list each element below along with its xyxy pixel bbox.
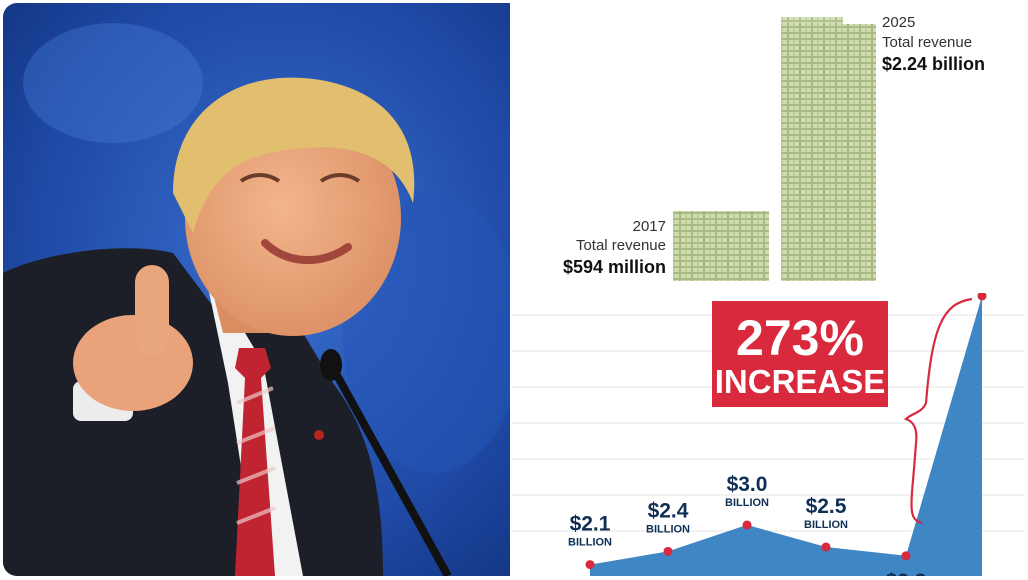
data-point-value: $3.0 <box>727 473 768 496</box>
label-2017-value: $594 million <box>563 257 666 277</box>
data-point-value: $2.1 <box>570 513 611 536</box>
callout-percent: 273% <box>736 310 864 366</box>
label-2025-year: 2025 <box>882 14 915 31</box>
data-point-unit: BILLION <box>568 537 612 549</box>
thumbs-up-hand <box>73 315 193 411</box>
label-2025-value: $2.24 billion <box>882 54 985 74</box>
label-2017-year: 2017 <box>633 218 666 235</box>
data-point-value: $2.3 <box>886 570 927 576</box>
data-point-value: $2.5 <box>806 495 847 518</box>
data-point-marker <box>585 560 595 570</box>
callout-increase: INCREASE <box>715 363 886 400</box>
bar-2017 <box>673 210 769 281</box>
data-point-value: $2.4 <box>648 499 689 522</box>
revenue-bar-chart: 2017 Total revenue $594 million 2025 Tot… <box>512 3 1024 293</box>
data-point-marker <box>821 542 831 552</box>
label-2017-title: Total revenue <box>576 237 666 254</box>
label-2025-title: Total revenue <box>882 34 972 51</box>
increase-brace <box>903 297 973 525</box>
data-point-unit: BILLION <box>804 519 848 531</box>
increase-callout-box <box>712 301 888 407</box>
bar-2025-stack-back <box>781 17 843 281</box>
data-point-marker <box>742 520 752 530</box>
photo <box>3 3 510 576</box>
data-point-unit: BILLION <box>646 523 690 535</box>
hair <box>173 77 415 234</box>
data-point-marker <box>901 551 911 561</box>
data-point-marker <box>977 293 987 301</box>
data-point-unit: BILLION <box>725 497 769 509</box>
microphone <box>329 366 452 576</box>
area-series <box>590 296 982 576</box>
data-point-marker <box>663 546 673 556</box>
